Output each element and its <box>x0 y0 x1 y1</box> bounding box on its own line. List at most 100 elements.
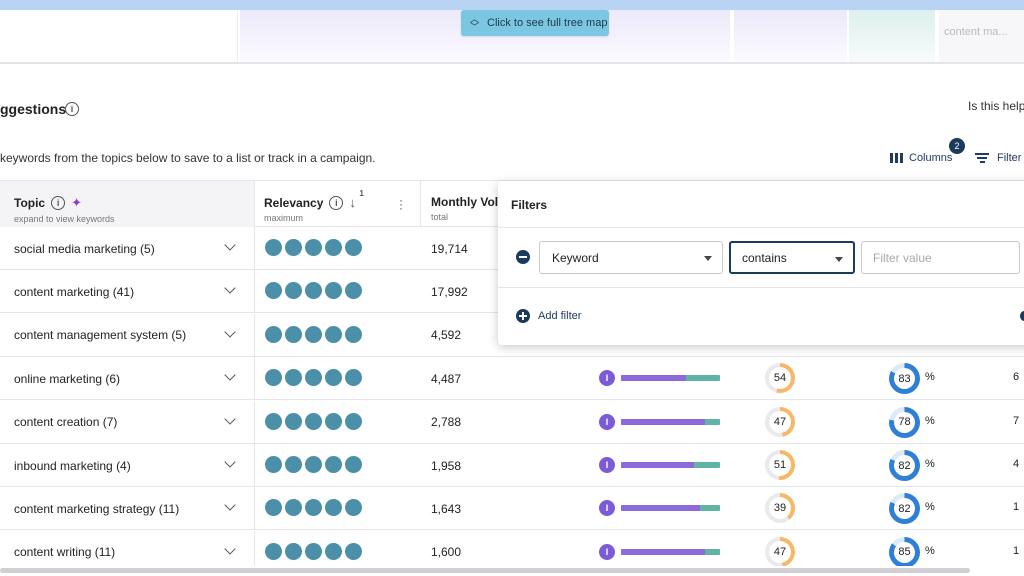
monthly-volume-value: 2,788 <box>431 415 462 430</box>
monthly-volume-value: 17,992 <box>431 284 468 299</box>
page-subtitle: keywords from the topics below to save t… <box>0 151 376 165</box>
relevancy-rating <box>265 499 362 517</box>
intent-distribution-bar <box>621 418 720 425</box>
intent-distribution-bar <box>621 462 720 468</box>
info-icon[interactable]: i <box>51 196 66 210</box>
filter-field-select[interactable]: Keyword <box>539 241 723 274</box>
table-row[interactable]: content creation (7) 2,788 I 47 78% 7 <box>0 400 1024 444</box>
difficulty-value: 47 <box>773 545 787 558</box>
column-header-monthly-volume[interactable]: Monthly Vol total <box>421 181 541 227</box>
topic-cell[interactable]: social media marketing (5) <box>0 227 255 270</box>
intent-informational-fill <box>621 505 701 512</box>
percent-sign: % <box>925 371 935 384</box>
columns-label: Columns <box>909 152 953 164</box>
topic-cell[interactable]: online marketing (6) <box>0 357 255 401</box>
relevancy-dot <box>265 282 282 300</box>
percent-ring: 82 <box>889 493 920 525</box>
intent-badge: I <box>599 413 615 430</box>
filters-panel: Filters Keyword contains Add filter <box>498 181 1024 345</box>
difficulty-ring: 47 <box>765 406 795 437</box>
difficulty-ring: 47 <box>765 536 795 567</box>
table-row[interactable]: online marketing (6) 4,487 I 54 83% 6 <box>0 357 1024 401</box>
relevancy-dot <box>345 369 362 387</box>
monthly-volume-value: 1,958 <box>431 458 462 473</box>
filter-icon <box>975 153 989 163</box>
relevancy-rating <box>265 542 362 560</box>
relevancy-dot <box>345 325 362 343</box>
intent-distribution-bar <box>621 375 720 382</box>
relevancy-dot <box>325 325 342 343</box>
monthly-volume-value: 1,643 <box>431 501 462 516</box>
difficulty-ring: 54 <box>765 363 795 394</box>
tree-map-block[interactable] <box>0 10 238 62</box>
expand-vertical-icon: ︿ ﹀ <box>470 14 480 32</box>
relevancy-dot <box>265 412 282 430</box>
relevancy-dot <box>325 282 342 300</box>
tree-map-block[interactable] <box>849 10 935 62</box>
topic-cell[interactable]: content writing (11) <box>0 530 255 574</box>
panel-edge-control[interactable] <box>1020 311 1024 321</box>
relevancy-dot <box>285 456 302 473</box>
table-header: Topic i ✦ expand to view keywords Releva… <box>0 180 1024 227</box>
relevancy-dot <box>345 499 362 517</box>
relevancy-dot <box>345 542 362 560</box>
relevancy-dot <box>285 542 302 560</box>
sort-descending-icon[interactable]: ↓ 1 <box>349 189 364 210</box>
tree-map-block[interactable] <box>733 10 847 62</box>
topic-cell[interactable]: content marketing (41) <box>0 270 255 314</box>
info-icon[interactable]: i <box>329 195 344 210</box>
divider <box>498 227 1024 228</box>
add-filter-button[interactable]: Add filter <box>516 309 581 323</box>
topic-cell[interactable]: inbound marketing (4) <box>0 444 255 487</box>
topic-cell[interactable]: content creation (7) <box>0 400 255 444</box>
table-row[interactable]: content writing (11) 1,600 I 47 85% 1 <box>0 530 1024 574</box>
percent-value: 83 <box>898 372 911 385</box>
relevancy-dot <box>305 499 322 517</box>
monthly-volume-value: 19,714 <box>431 241 468 256</box>
scrollbar-thumb[interactable] <box>0 568 970 573</box>
column-header-volume-sub: total <box>431 212 449 222</box>
relevancy-rating <box>265 412 362 430</box>
table-row[interactable]: social media marketing (5) 19,714 <box>0 227 1024 270</box>
table-row[interactable]: content marketing strategy (11) 1,643 I 39 8… <box>0 487 1024 531</box>
truncated-column-value: 4 <box>1013 458 1020 470</box>
relevancy-dot <box>345 456 362 473</box>
see-full-tree-map-button[interactable]: ︿ ﹀ Click to see full tree map <box>461 10 609 36</box>
remove-filter-icon[interactable] <box>516 250 530 264</box>
relevancy-rating <box>265 239 362 256</box>
relevancy-rating <box>265 456 362 473</box>
relevancy-dot <box>285 369 302 387</box>
tree-map-block[interactable] <box>937 10 1024 62</box>
horizontal-scrollbar[interactable] <box>0 566 1024 576</box>
relevancy-dot <box>305 369 322 387</box>
relevancy-dot <box>265 499 282 517</box>
ai-sparkle-icon: ✦ <box>71 195 83 210</box>
table-row[interactable]: inbound marketing (4) 1,958 I 51 82% 4 <box>0 444 1024 487</box>
relevancy-dot <box>285 239 302 256</box>
relevancy-dot <box>285 412 302 430</box>
difficulty-ring: 51 <box>765 450 795 480</box>
truncated-column-value: 1 <box>1013 501 1020 514</box>
relevancy-dot <box>325 542 342 560</box>
divider <box>498 287 1024 288</box>
column-header-topic[interactable]: Topic i ✦ expand to view keywords <box>0 181 255 227</box>
topic-cell[interactable]: content marketing strategy (11) <box>0 487 255 531</box>
columns-button[interactable]: Columns <box>890 152 952 164</box>
filter-button[interactable]: Filter <box>975 152 1021 164</box>
percent-value: 85 <box>898 546 911 559</box>
relevancy-dot <box>325 456 342 473</box>
info-icon[interactable]: i <box>65 102 79 116</box>
relevancy-dot <box>325 239 342 256</box>
intent-distribution-bar <box>621 505 720 512</box>
filter-value-input[interactable] <box>861 241 1020 274</box>
table-row[interactable]: content management system (5) 4,592 <box>0 313 1024 357</box>
truncated-column-value: 7 <box>1013 414 1020 427</box>
column-menu-icon[interactable]: · · · <box>399 193 403 215</box>
column-header-relevancy[interactable]: Relevancy i ↓ 1 maximum <box>255 181 421 227</box>
filter-operator-select[interactable]: contains <box>729 241 855 274</box>
topic-cell[interactable]: content management system (5) <box>0 313 255 357</box>
tree-map-strip: content ma... ︿ ﹀ Click to see full tree … <box>0 0 1024 64</box>
percent-sign: % <box>925 458 935 470</box>
intent-badge: I <box>599 457 615 473</box>
relevancy-dot <box>265 239 282 256</box>
